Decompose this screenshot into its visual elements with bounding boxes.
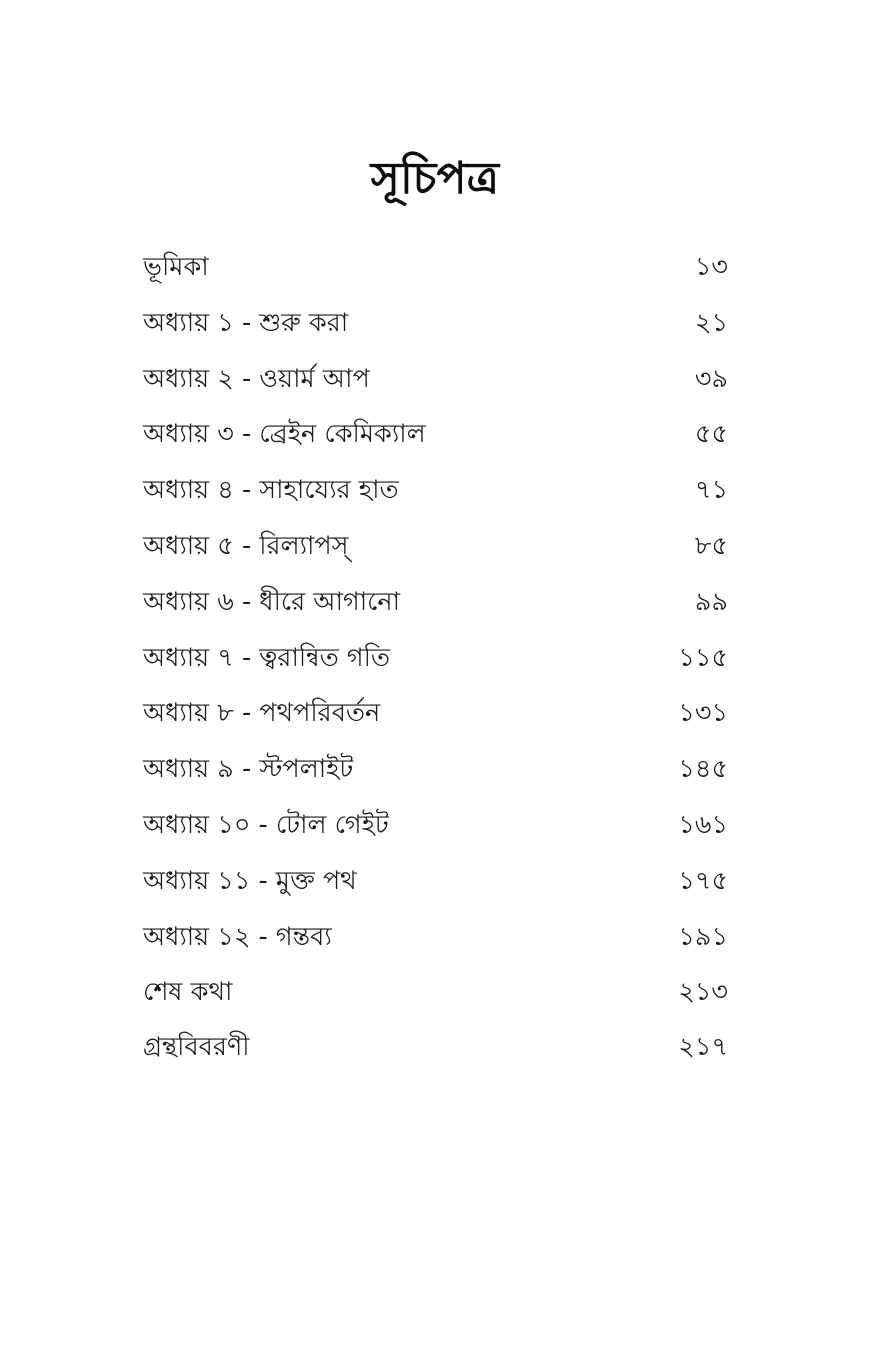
toc-entry[interactable]: অধ্যায় ১২ - গন্তব্য ১৯১: [143, 921, 728, 977]
toc-entry-page-number: ১৪৫: [678, 754, 728, 785]
toc-entry-label: অধ্যায় ৯ - স্টপলাইট: [143, 754, 354, 785]
toc-entry-label: অধ্যায় ৩ - ব্রেইন কেমিক্যাল: [143, 419, 426, 450]
toc-entry[interactable]: অধ্যায় ৪ - সাহায্যের হাত ৭১: [143, 474, 728, 530]
toc-entry-page-number: ১৩: [694, 252, 728, 282]
toc-entry[interactable]: অধ্যায় ২ - ওয়ার্ম আপ ৩৯: [143, 363, 728, 419]
toc-entry-page-number: ১৯১: [678, 921, 728, 952]
toc-entry-page-number: ১৭৫: [678, 865, 728, 896]
toc-entry-label: অধ্যায় ৬ - ধীরে আগানো: [143, 586, 400, 617]
toc-entry-page-number: ২১: [694, 307, 728, 338]
toc-entry-page-number: ৩৯: [694, 363, 728, 394]
page-title: সূচিপত্র: [370, 153, 500, 204]
toc-entry[interactable]: অধ্যায় ১০ - টোল গেইট ১৬১: [143, 809, 728, 865]
toc-entry-page-number: ২১৩: [678, 977, 728, 1008]
toc-entry-page-number: ৯৯: [694, 586, 728, 617]
toc-entry[interactable]: অধ্যায় ৮ - পথপরিবর্তন ১৩১: [143, 697, 728, 753]
toc-entry[interactable]: অধ্যায় ১ - শুরু করা ২১: [143, 307, 728, 363]
toc-entry[interactable]: অধ্যায় ১১ - মুক্ত পথ ১৭৫: [143, 865, 728, 921]
toc-entry-label: অধ্যায় ১২ - গন্তব্য: [143, 921, 332, 952]
toc-entry-label: অধ্যায় ৭ - ত্বরান্বিত গতি: [143, 642, 391, 673]
toc-entry-list: ভূমিকা ১৩ অধ্যায় ১ - শুরু করা ২১ অধ্যায় ২ …: [143, 251, 728, 1086]
toc-entry[interactable]: অধ্যায় ৫ - রিল্যাপস্ ৮৫: [143, 530, 728, 586]
toc-entry-page-number: ১৬১: [678, 809, 728, 840]
toc-entry-page-number: ১৩১: [678, 698, 728, 729]
toc-entry-label: অধ্যায় ১ - শুরু করা: [143, 307, 349, 338]
toc-entry-label: অধ্যায় ৮ - পথপরিবর্তন: [143, 698, 381, 729]
toc-entry-label: অধ্যায় ৪ - সাহায্যের হাত: [143, 475, 399, 506]
toc-entry-label: অধ্যায় ৫ - রিল্যাপস্: [143, 530, 349, 561]
toc-entry-page-number: ৭১: [694, 475, 728, 506]
toc-entry[interactable]: অধ্যায় ৭ - ত্বরান্বিত গতি ১১৫: [143, 642, 728, 698]
toc-entry-label: অধ্যায় ২ - ওয়ার্ম আপ: [143, 363, 370, 394]
toc-entry[interactable]: শেষ কথা ২১৩: [143, 976, 728, 1031]
toc-entry-page-number: ৫৫: [694, 419, 728, 450]
toc-entry[interactable]: ভূমিকা ১৩: [143, 251, 728, 307]
toc-entry[interactable]: অধ্যায় ৩ - ব্রেইন কেমিক্যাল ৫৫: [143, 418, 728, 474]
toc-entry-page-number: ১১৫: [678, 642, 728, 673]
toc-entry-page-number: ৮৫: [694, 530, 728, 561]
toc-entry-page-number: ২১৭: [678, 1032, 728, 1063]
toc-entry-label: গ্রন্থবিবরণী: [143, 1032, 250, 1063]
toc-entry-label: অধ্যায় ১০ - টোল গেইট: [143, 809, 389, 840]
toc-entry[interactable]: অধ্যায় ৯ - স্টপলাইট ১৪৫: [143, 753, 728, 809]
toc-entry-label: অধ্যায় ১১ - মুক্ত পথ: [143, 865, 357, 896]
toc-entry[interactable]: গ্রন্থবিবরণী ২১৭: [143, 1031, 728, 1086]
toc-entry-label: শেষ কথা: [143, 977, 233, 1008]
toc-entry[interactable]: অধ্যায় ৬ - ধীরে আগানো ৯৯: [143, 586, 728, 642]
toc-entry-label: ভূমিকা: [143, 252, 209, 282]
